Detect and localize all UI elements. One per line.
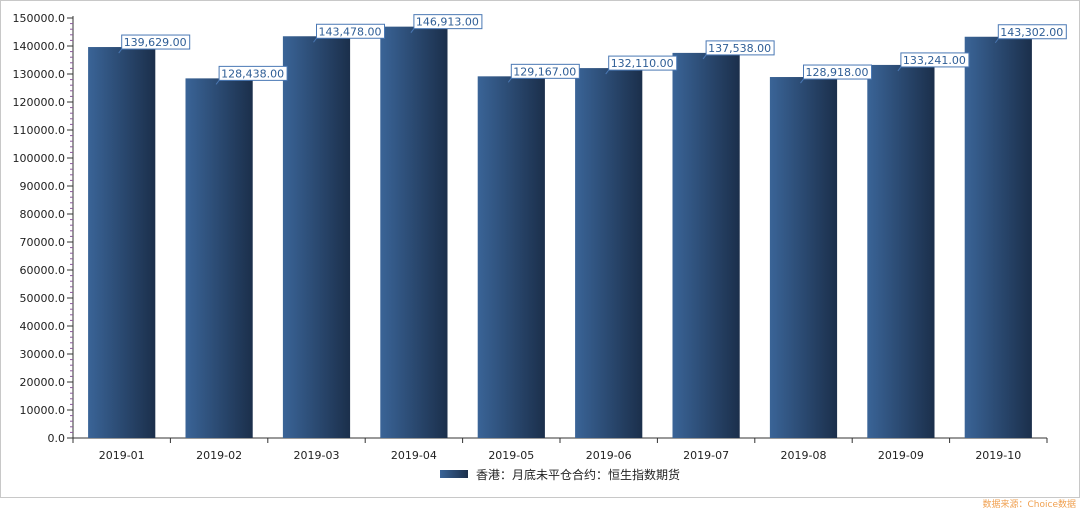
bar-2019-09 — [867, 64, 935, 438]
data-label: 132,110.00 — [611, 57, 674, 70]
data-label-box — [218, 65, 288, 81]
data-label-pointer — [410, 28, 415, 33]
data-label: 139,629.00 — [124, 36, 187, 49]
x-tick-label: 2019-02 — [196, 449, 242, 462]
legend-label: 香港：月底未平仓合约：恒生指数期货 — [476, 467, 680, 482]
chart-frame: 0.0 10000.0 20000.0 30000.0 40000.0 50000.0 60… — [0, 0, 1080, 498]
data-label: 146,913.00 — [416, 16, 479, 29]
x-tick-label: 2019-10 — [975, 449, 1021, 462]
bar-2019-04 — [380, 26, 448, 438]
data-label-box — [413, 14, 483, 30]
data-label: 143,478.00 — [319, 25, 382, 38]
y-tick-label: 80000.0 — [20, 208, 66, 221]
legend-swatch — [440, 470, 468, 478]
bar-2019-08 — [769, 77, 838, 438]
bar-2019-05 — [477, 76, 545, 438]
x-tick-label: 2019-03 — [294, 449, 340, 462]
data-label-pointer — [605, 69, 610, 75]
y-tick-label: 0.0 — [48, 432, 66, 445]
bar-2019-10 — [964, 36, 1032, 439]
bar-2019-03 — [282, 36, 351, 439]
y-tick-label: 150000.0 — [13, 12, 66, 25]
y-tick-label: 20000.0 — [20, 376, 66, 389]
y-tick-label: 10000.0 — [20, 404, 66, 417]
data-label-pointer — [313, 37, 317, 43]
source-note: 数据来源：Choice数据 — [982, 500, 1076, 510]
data-label-box — [803, 64, 872, 80]
data-label: 128,918.00 — [806, 66, 869, 79]
data-label-pointer — [507, 78, 512, 83]
data-label-box — [316, 23, 385, 39]
bar-2019-06 — [575, 68, 643, 438]
y-tick-label: 50000.0 — [20, 292, 66, 305]
bar-2019-01 — [88, 47, 156, 439]
data-label: 143,302.00 — [1000, 26, 1063, 39]
y-tick-label: 100000.0 — [13, 152, 66, 165]
data-label-pointer — [897, 66, 902, 72]
y-tick-label: 60000.0 — [20, 264, 66, 277]
y-tick-label: 120000.0 — [13, 96, 66, 109]
y-tick-label: 70000.0 — [20, 236, 66, 249]
y-tick-label: 90000.0 — [20, 180, 66, 193]
data-label: 128,438.00 — [221, 67, 284, 80]
data-label-pointer — [215, 80, 220, 85]
x-axis: 2019-01 2019-02 2019-03 2019-04 2019-05 2019-… — [72, 437, 1048, 462]
data-label-box — [121, 34, 191, 50]
data-label-box — [510, 63, 580, 79]
y-axis: 0.0 10000.0 20000.0 30000.0 40000.0 50000.0 60… — [13, 12, 74, 445]
bar-2019-07 — [672, 52, 740, 438]
data-label: 129,167.00 — [513, 65, 576, 78]
x-tick-label: 2019-08 — [781, 449, 827, 462]
bar-series — [88, 26, 1032, 439]
data-label-pointer — [702, 54, 707, 60]
data-label-pointer — [994, 38, 999, 44]
data-label-box — [900, 52, 970, 68]
y-tick-label: 110000.0 — [13, 124, 66, 137]
legend: 香港：月底未平仓合约：恒生指数期货 — [440, 467, 680, 482]
data-label-box — [997, 24, 1067, 40]
data-label-pointer — [118, 48, 123, 54]
data-label: 133,241.00 — [903, 54, 966, 67]
x-tick-label: 2019-04 — [391, 449, 437, 462]
y-tick-label: 130000.0 — [13, 68, 66, 81]
data-labels: 139,629.00 128,438.00 143,478.00 146,913.00… — [118, 14, 1067, 85]
x-tick-label: 2019-05 — [488, 449, 534, 462]
y-tick-label: 40000.0 — [20, 320, 66, 333]
bar-2019-02 — [185, 78, 253, 438]
y-tick-label: 140000.0 — [13, 40, 66, 53]
data-label-box — [705, 40, 775, 56]
data-label: 137,538.00 — [708, 42, 771, 55]
x-tick-label: 2019-09 — [878, 449, 924, 462]
y-tick-label: 30000.0 — [20, 348, 66, 361]
x-tick-label: 2019-07 — [683, 449, 729, 462]
x-tick-label: 2019-01 — [99, 449, 145, 462]
x-tick-label: 2019-06 — [586, 449, 632, 462]
data-label-pointer — [800, 78, 804, 84]
bar-chart: 0.0 10000.0 20000.0 30000.0 40000.0 50000.0 60… — [13, 12, 1067, 482]
data-label-box — [608, 55, 678, 71]
